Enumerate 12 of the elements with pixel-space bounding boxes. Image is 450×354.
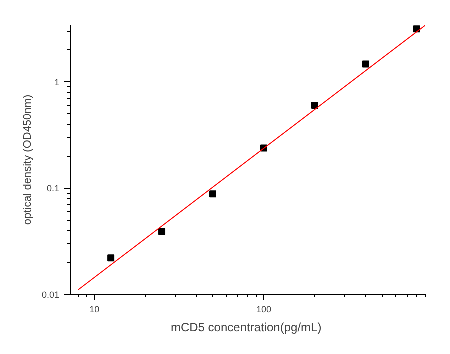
y-tick-label: 0.1: [46, 184, 60, 194]
y-tick-label: 1: [54, 77, 60, 88]
x-tick-label: 100: [256, 304, 272, 314]
x-tick-label: 10: [90, 304, 100, 314]
point: [311, 102, 318, 110]
y-tick-label: 0.01: [42, 290, 60, 300]
point: [108, 254, 115, 262]
point: [158, 228, 166, 236]
point: [362, 60, 370, 68]
y-axis-title: optical density (OD450nm): [22, 94, 34, 226]
point: [209, 190, 216, 198]
x-axis-title: mCD5 concentration(pg/mL): [170, 320, 322, 334]
